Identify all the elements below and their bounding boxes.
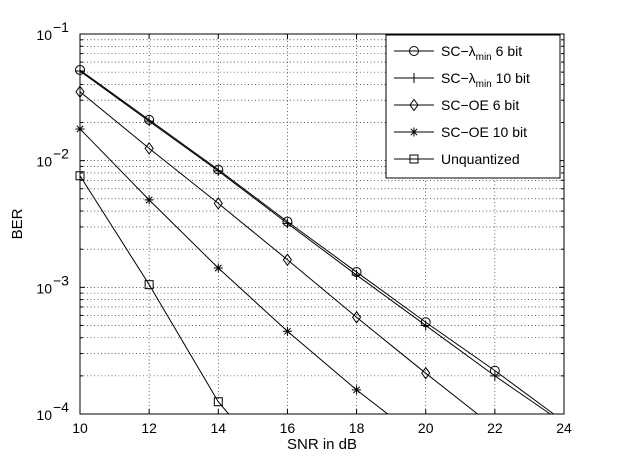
data-point-diamond — [213, 197, 223, 210]
x-tick-label: 18 — [349, 420, 365, 436]
data-point-diamond — [351, 310, 362, 324]
series-lines — [79, 69, 554, 415]
legend-entry: SC−λmin 6 bit — [441, 43, 522, 63]
data-point-plus — [213, 165, 224, 176]
plot-frame — [79, 33, 565, 415]
series-line-4 — [79, 175, 230, 415]
legend-entry: SC−λmin 10 bit — [441, 70, 530, 90]
series-line-1 — [79, 70, 551, 415]
data-point-plus — [282, 218, 293, 229]
legend-marker-plus — [409, 73, 419, 83]
data-point-diamond — [282, 253, 293, 267]
x-tick-label: 12 — [141, 420, 157, 436]
y-axis-label: BER — [9, 208, 26, 239]
legend-marker-diamond — [409, 98, 419, 112]
data-point-star — [144, 195, 154, 205]
series-line-3 — [79, 128, 388, 415]
legend-marker-star — [409, 127, 419, 137]
x-tick-label: 10 — [72, 420, 88, 436]
data-point-plus — [489, 370, 500, 381]
data-point-square — [213, 397, 223, 407]
y-tick-label-exponent: −4 — [53, 399, 69, 415]
legend-marker-circle — [409, 46, 419, 56]
data-point-plus — [144, 116, 155, 127]
y-tick-label: 10 — [36, 154, 52, 170]
y-tick-label: 10 — [36, 407, 52, 423]
legend-marker-square — [409, 154, 419, 164]
x-axis-label: SNR in dB — [287, 436, 357, 453]
data-point-star — [282, 326, 292, 336]
legend-entry: SC−OE 10 bit — [441, 124, 527, 140]
y-tick-label-exponent: −2 — [53, 146, 69, 162]
y-tick-label: 10 — [36, 27, 52, 43]
series-line-0 — [79, 69, 554, 415]
x-tick-label: 20 — [418, 420, 434, 436]
data-point-diamond — [421, 366, 431, 380]
legend-box — [385, 34, 561, 179]
x-tick-label: 24 — [556, 420, 572, 436]
data-point-star — [352, 385, 362, 395]
data-point-diamond — [144, 142, 154, 155]
y-tick-label: 10 — [36, 280, 52, 296]
legend: SC−λmin 6 bit SC−λmin 10 bit SC−OE 6 bit SC… — [385, 34, 561, 179]
y-tick-label-exponent: −3 — [53, 272, 69, 288]
x-tick-labels: 10 12 14 16 18 20 22 24 — [72, 420, 572, 436]
data-point-plus — [351, 270, 362, 281]
x-tick-label: 22 — [487, 420, 503, 436]
y-tick-labels: 10−410−310−210−1 — [36, 19, 69, 423]
data-point-plus — [420, 320, 431, 331]
axis-ticks — [79, 34, 565, 415]
series-line-2 — [79, 91, 478, 415]
x-tick-label: 14 — [210, 420, 226, 436]
legend-entry: Unquantized — [441, 151, 520, 167]
y-tick-label-exponent: −1 — [53, 19, 69, 35]
legend-entry: SC−OE 6 bit — [441, 97, 519, 113]
x-tick-label: 16 — [280, 420, 296, 436]
data-point-star — [213, 263, 223, 273]
data-point-square — [144, 280, 154, 290]
